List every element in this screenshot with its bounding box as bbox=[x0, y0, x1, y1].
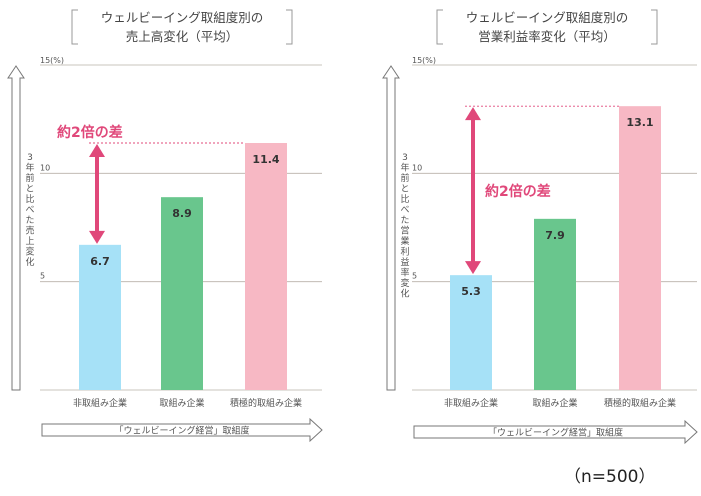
x-tick-label-2: 取組み企業 bbox=[532, 397, 577, 409]
difference-arrow-down-icon bbox=[89, 230, 105, 244]
y-tick-label-10: 10 bbox=[412, 163, 422, 172]
x-tick-label-2: 取組み企業 bbox=[159, 397, 204, 409]
difference-annotation: 約2倍の差 bbox=[485, 183, 551, 200]
x-axis-label: 「ウェルビーイング経営」取組度 bbox=[114, 425, 249, 437]
bar-value-label-3: 11.4 bbox=[252, 153, 279, 166]
bar-3 bbox=[245, 143, 287, 390]
y-axis-arrow-icon bbox=[382, 65, 400, 391]
x-tick-label-3: 積極的取組み企業 bbox=[604, 397, 676, 409]
y-tick-label-5: 5 bbox=[40, 272, 45, 281]
x-axis-arrow-icon bbox=[413, 419, 698, 445]
difference-arrow-up-icon bbox=[465, 107, 481, 121]
bar-1 bbox=[450, 275, 492, 390]
x-axis-arrow-icon bbox=[41, 417, 323, 443]
y-axis-label: 3 年前と比べた売上変化 bbox=[25, 153, 34, 268]
y-axis-unit-label: 15(%) bbox=[40, 56, 64, 65]
bar-3 bbox=[619, 106, 661, 391]
y-tick-label-5: 5 bbox=[412, 272, 417, 281]
bar-value-label-2: 8.9 bbox=[172, 207, 192, 220]
title-bracket-right bbox=[286, 9, 293, 45]
chart-title-line2: 営業利益率変化（平均） bbox=[478, 29, 616, 44]
bar-value-label-1: 6.7 bbox=[90, 255, 110, 268]
chart-title-line1: ウェルビーイング取組度別の bbox=[466, 10, 629, 25]
title-bracket-right bbox=[651, 9, 658, 45]
difference-arrow-up-icon bbox=[89, 144, 105, 157]
chart-title-line2: 売上高変化（平均） bbox=[126, 29, 239, 44]
y-axis-label: 3 年前と比べた営業利益率変化 bbox=[400, 153, 409, 300]
difference-annotation: 約2倍の差 bbox=[57, 124, 123, 141]
bar-value-label-2: 7.9 bbox=[545, 229, 565, 242]
x-axis-label: 「ウェルビーイング経営」取組度 bbox=[488, 427, 623, 439]
x-tick-label-3: 積極的取組み企業 bbox=[230, 397, 302, 409]
bar-1 bbox=[79, 244, 121, 390]
bar-2 bbox=[161, 197, 203, 390]
title-bracket-left bbox=[71, 9, 78, 45]
y-tick-label-10: 10 bbox=[40, 163, 50, 172]
bar-2 bbox=[534, 218, 576, 390]
chart-title-line1: ウェルビーイング取組度別の bbox=[101, 10, 264, 25]
bar-value-label-1: 5.3 bbox=[461, 285, 481, 298]
x-tick-label-1: 非取組み企業 bbox=[73, 397, 127, 409]
y-axis-arrow-icon bbox=[7, 65, 25, 391]
y-axis-unit-label: 15(%) bbox=[412, 56, 436, 65]
bar-value-label-3: 13.1 bbox=[626, 116, 653, 129]
sample-size-note: （n=500） bbox=[564, 467, 656, 487]
title-bracket-left bbox=[436, 9, 443, 45]
x-tick-label-1: 非取組み企業 bbox=[444, 397, 498, 409]
difference-arrow-down-icon bbox=[465, 261, 481, 275]
